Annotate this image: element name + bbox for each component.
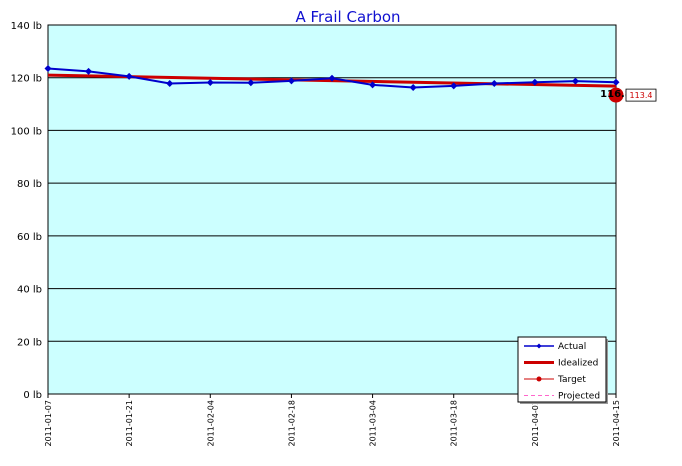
legend-marker-actual (536, 343, 542, 349)
actual-point (287, 77, 295, 85)
x-tick-label: 2011-02-18 (287, 400, 296, 447)
actual-point (571, 77, 579, 85)
y-tick-label: 20 lb (17, 337, 42, 348)
actual-point (85, 67, 93, 75)
target-point (608, 87, 624, 103)
actual-point (531, 78, 539, 86)
legend-box (517, 336, 607, 403)
actual-point (125, 72, 133, 80)
actual-point (166, 80, 174, 88)
legend-label: Actual (558, 342, 586, 352)
x-tick-label: 2011-01-21 (125, 400, 134, 447)
chart-title: A Frail Carbon (295, 8, 400, 26)
x-tick-label: 2011-02-04 (206, 400, 215, 447)
legend-entry: Projected (524, 392, 600, 402)
legend-label: Projected (558, 392, 600, 402)
y-tick-label: 120 lb (11, 74, 42, 85)
actual-point (450, 82, 458, 90)
legend-entry: Actual (524, 342, 586, 352)
plot-area (47, 24, 617, 395)
y-tick-label: 140 lb (11, 21, 42, 32)
y-tick-label: 40 lb (17, 285, 42, 296)
legend-entry: Idealized (524, 359, 598, 369)
target-value-label: 113.4 (630, 91, 653, 100)
y-tick-label: 60 lb (17, 232, 42, 243)
x-tick-label: 2011-04-01 (531, 400, 540, 447)
x-tick-label: 2011-01-07 (44, 400, 53, 447)
actual-point (409, 83, 417, 91)
actual-point (490, 80, 498, 88)
y-tick-label: 100 lb (11, 126, 42, 137)
actual-point (369, 81, 377, 89)
series (44, 64, 624, 103)
actual-point (44, 64, 52, 72)
target-label-box (625, 88, 657, 102)
legend-label: Idealized (558, 359, 598, 369)
y-axis: 0 lb 20 lb 40 lb 60 lb 80 lb 100 lb 120 lb 140 … (11, 21, 42, 401)
legend-marker-target (536, 376, 542, 382)
x-tick-label: 2011-03-18 (450, 400, 459, 447)
idealized-end-label: 116.8 (600, 89, 632, 100)
actual-point (612, 78, 620, 86)
actual-point (328, 74, 336, 82)
actual-point (206, 78, 214, 86)
x-axis: 2011-01-07 2011-01-21 2011-02-04 2011-02-18… (44, 393, 621, 447)
legend-label: Target (557, 375, 586, 385)
actual-point (247, 79, 255, 87)
x-tick-label: 2011-03-04 (369, 400, 378, 447)
legend-entry: Target (524, 375, 586, 385)
x-tick-label: 2011-04-15 (612, 400, 621, 447)
y-tick-label: 80 lb (17, 179, 42, 190)
y-tick-label: 0 lb (23, 390, 42, 401)
legend: Actual Idealized Target Projected (517, 336, 608, 404)
